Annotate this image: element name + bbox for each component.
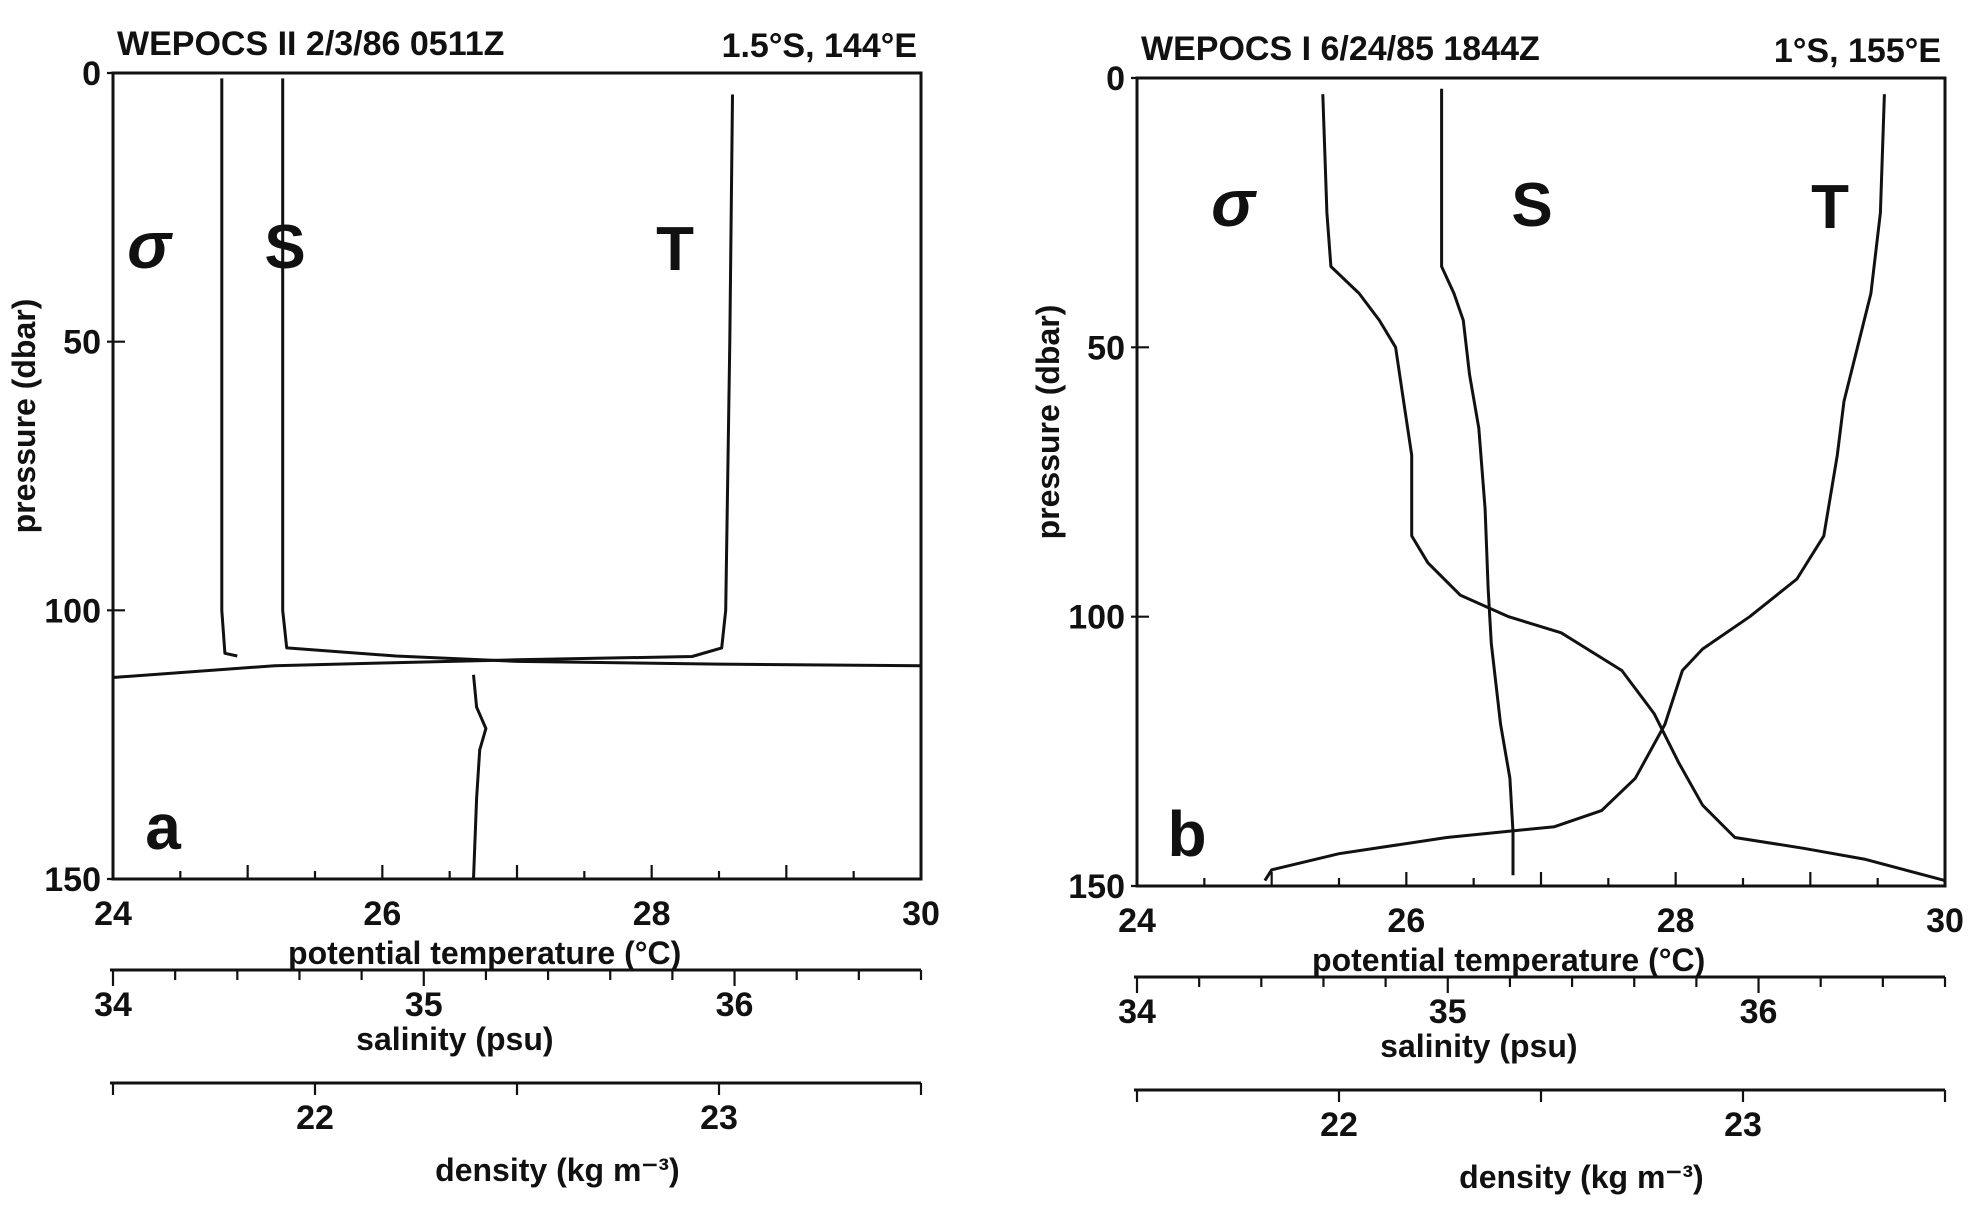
temperature-tick-label: 28 xyxy=(1657,902,1695,940)
sigma-series-label: σ xyxy=(1211,166,1257,240)
profile-line-density xyxy=(1321,94,1946,883)
y-tick-label: 0 xyxy=(82,55,101,93)
profile-line-temperature xyxy=(112,94,734,679)
temperature-series-label: T xyxy=(656,215,694,284)
salinity-tick-label: 36 xyxy=(716,986,754,1024)
y-tick-label: 50 xyxy=(1087,329,1125,367)
temperature-axis-label: potential temperature (°C) xyxy=(288,935,681,971)
salinity-tick-label: 34 xyxy=(1118,993,1156,1031)
y-tick-label: 150 xyxy=(1068,868,1125,906)
salinity-tick-label: 35 xyxy=(405,986,443,1024)
chart-title: WEPOCS II 2/3/86 0511Z xyxy=(117,25,504,63)
salinity-tick-label: 35 xyxy=(1429,993,1467,1031)
sigma-series-label: σ xyxy=(127,208,173,282)
temperature-tick-label: 30 xyxy=(902,895,940,933)
chart-title: WEPOCS I 6/24/85 1844Z xyxy=(1141,30,1540,68)
density-tick-label: 22 xyxy=(296,1099,334,1137)
profile-line-salinity xyxy=(1440,88,1515,876)
y-tick-label: 150 xyxy=(44,861,101,899)
temperature-tick-label: 24 xyxy=(1118,902,1156,940)
y-tick-label: 100 xyxy=(1068,599,1125,637)
temperature-tick-label: 28 xyxy=(633,895,671,933)
y-tick-label: 100 xyxy=(44,592,101,630)
chart-location: 1.5°S, 144°E xyxy=(722,27,917,65)
y-axis-label: pressure (dbar) xyxy=(6,299,42,534)
density-tick-label: 22 xyxy=(1320,1106,1358,1144)
y-tick-label: 50 xyxy=(63,324,101,362)
panel-label: a xyxy=(145,791,181,863)
profile-line-density xyxy=(281,78,922,668)
salinity-series-label: S xyxy=(264,213,305,282)
profile-line-salinity xyxy=(220,78,238,658)
salinity-axis-label: salinity (psu) xyxy=(1380,1028,1577,1064)
temperature-tick-label: 26 xyxy=(1387,902,1425,940)
temperature-axis-label: potential temperature (°C) xyxy=(1312,942,1705,978)
density-axis-label: density (kg m⁻³) xyxy=(435,1152,679,1188)
density-tick-label: 23 xyxy=(1724,1106,1762,1144)
salinity-axis-label: salinity (psu) xyxy=(356,1021,553,1057)
temperature-series-label: T xyxy=(1811,173,1849,242)
chart-location: 1°S, 155°E xyxy=(1774,32,1941,70)
temperature-tick-label: 24 xyxy=(94,895,132,933)
profile-line-temperature xyxy=(1263,94,1886,882)
y-axis-label: pressure (dbar) xyxy=(1030,305,1066,540)
panel-a: WEPOCS II 2/3/86 0511Z 1.5°S, 144°E 0 50 100… xyxy=(6,25,940,1188)
profile-line-salinity-deep xyxy=(472,674,488,880)
density-tick-label: 23 xyxy=(700,1099,738,1137)
panel-label: b xyxy=(1167,798,1206,870)
temperature-tick-label: 30 xyxy=(1926,902,1964,940)
y-tick-label: 0 xyxy=(1106,60,1125,98)
salinity-tick-label: 34 xyxy=(94,986,132,1024)
plot-frame xyxy=(111,71,923,881)
density-axis-label: density (kg m⁻³) xyxy=(1459,1159,1703,1195)
salinity-tick-label: 36 xyxy=(1740,993,1778,1031)
temperature-tick-label: 26 xyxy=(363,895,401,933)
salinity-series-label: S xyxy=(1511,171,1552,240)
panel-b: WEPOCS I 6/24/85 1844Z 1°S, 155°E 0 50 100 15… xyxy=(1030,30,1964,1195)
